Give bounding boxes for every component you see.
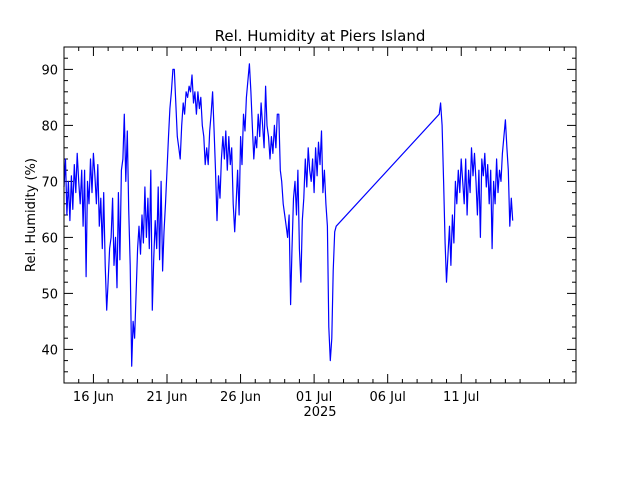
x-tick-label: 26 Jun bbox=[220, 390, 261, 405]
plot-frame bbox=[63, 46, 577, 384]
axis-tick-labels: 40 50 60 70 80 90 16 Jun 21 Jun 26 Jun 01 Jul 06 J… bbox=[41, 63, 479, 405]
x-axis-label: 2025 bbox=[303, 405, 336, 420]
y-tick-label: 60 bbox=[41, 231, 58, 246]
x-tick-label: 21 Jun bbox=[146, 390, 187, 405]
humidity-series-line bbox=[63, 63, 514, 367]
x-tick-label: 01 Jul bbox=[296, 390, 332, 405]
y-tick-label: 50 bbox=[41, 287, 58, 302]
axis-ticks bbox=[63, 46, 576, 384]
x-tick-label: 06 Jul bbox=[369, 390, 405, 405]
y-tick-label: 90 bbox=[41, 63, 58, 78]
series-group bbox=[63, 63, 514, 367]
x-tick-label: 16 Jun bbox=[73, 390, 114, 405]
y-tick-label: 40 bbox=[41, 343, 58, 358]
y-tick-label: 80 bbox=[41, 119, 58, 134]
x-tick-label: 11 Jul bbox=[443, 390, 479, 405]
chart-title: Rel. Humidity at Piers Island bbox=[215, 27, 426, 45]
y-tick-label: 70 bbox=[41, 175, 58, 190]
y-axis-label: Rel. Humidity (%) bbox=[24, 158, 39, 272]
